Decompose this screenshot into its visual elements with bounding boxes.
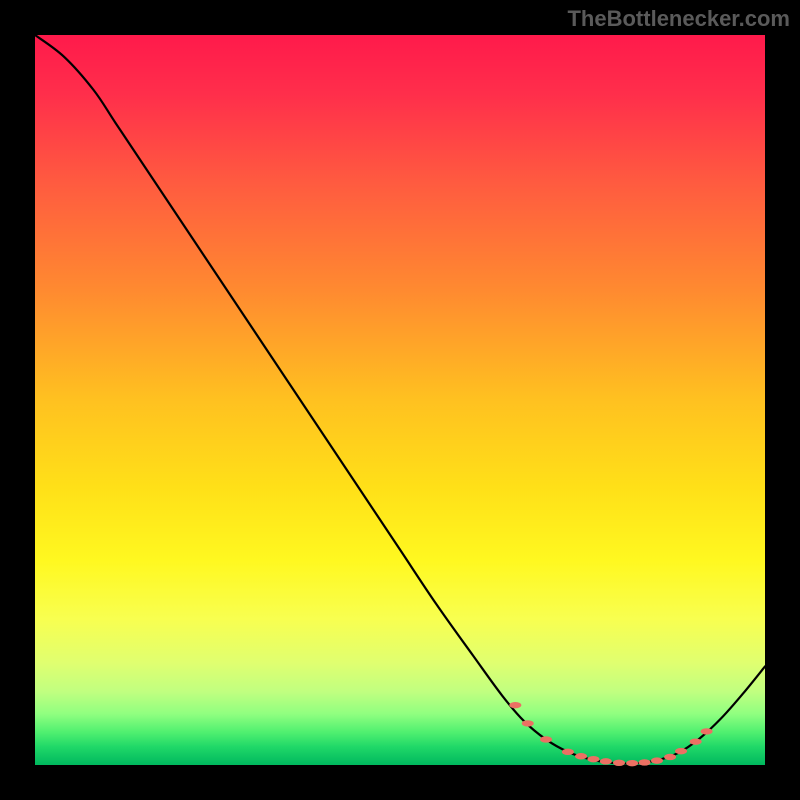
data-marker [613, 760, 625, 766]
data-marker [701, 728, 713, 734]
plot-background [35, 35, 765, 765]
data-marker [651, 757, 663, 763]
data-marker [600, 758, 612, 764]
data-marker [664, 754, 676, 760]
data-marker [509, 702, 521, 708]
data-marker [540, 736, 552, 742]
data-marker [639, 759, 651, 765]
data-marker [562, 749, 574, 755]
bottleneck-chart [0, 0, 800, 800]
chart-container: TheBottlenecker.com [0, 0, 800, 800]
watermark-text: TheBottlenecker.com [567, 6, 790, 32]
data-marker [522, 720, 534, 726]
data-marker [587, 756, 599, 762]
data-marker [690, 738, 702, 744]
data-marker [575, 753, 587, 759]
data-marker [626, 760, 638, 766]
data-marker [675, 748, 687, 754]
